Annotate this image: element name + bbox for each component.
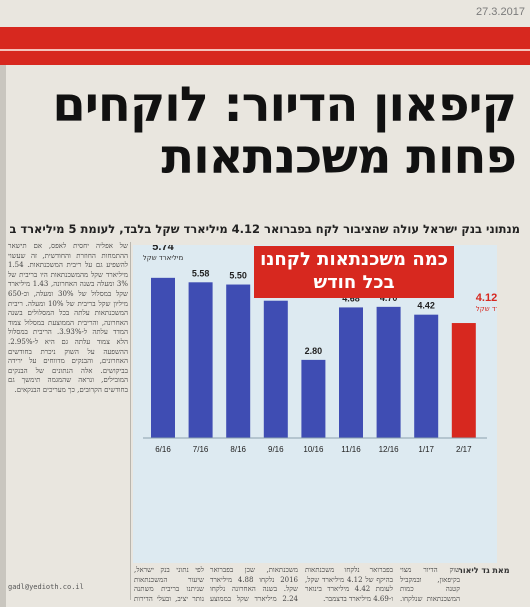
article-text-left-column: של אפליה יחסית לאפס, אם תישאר ההתמחות הח… [8, 242, 128, 394]
value-label-7/16: 5.58 [192, 268, 210, 278]
value-label-10/16: 2.80 [305, 346, 323, 356]
bar-7/16 [188, 282, 213, 438]
headline-line-1: קיפאון הדיור: לוקחים [52, 77, 517, 133]
bar-6/16 [151, 277, 175, 438]
header-stripe [0, 49, 530, 51]
author-email: gadl@yedioth.co.il [8, 583, 84, 591]
x-tick-9/16: 9/16 [268, 445, 284, 454]
article-text-col-3: משכנתאות, שכן בפברואר 2016 נלקחו 4.88 מי… [210, 566, 298, 603]
bar-12/16 [376, 306, 401, 438]
column-divider [130, 242, 131, 600]
bar-9/16 [263, 300, 288, 438]
x-tick-7/16: 7/16 [193, 445, 209, 454]
x-tick-11/16: 11/16 [341, 445, 361, 454]
x-tick-6/16: 6/16 [155, 445, 171, 454]
issue-date: 27.3.2017 [476, 6, 525, 18]
chart-title: כמה משכנתאות לקחנו בכל חודש [254, 246, 454, 298]
article-subtitle: מנתוני בנק ישראל עולה שהציבור לקח בפברוא… [10, 222, 520, 236]
article-text-col-1: שוק הדיור מצוי בקיפאון, ובמקביל קטנה כמו… [400, 566, 460, 603]
bar-8/16 [226, 284, 251, 438]
x-tick-8/16: 8/16 [230, 445, 246, 454]
bar-1/17 [414, 314, 439, 438]
value-label-6/16: 5.74 [152, 245, 174, 253]
x-tick-12/16: 12/16 [379, 445, 400, 454]
article-text-col-2: בפברואר נלקחו משכנתאות בהיקף של 4.12 מיל… [305, 566, 393, 603]
unit-label-2/17: מיליארד שקל [476, 305, 497, 313]
unit-label-6/16: מיליארד שקל [143, 254, 184, 262]
value-label-2/17: 4.12 [476, 292, 497, 304]
headline-line-2: פחות משכנתאות [161, 129, 517, 185]
header-red-band [0, 27, 530, 65]
value-label-11/16: 4.68 [342, 293, 360, 303]
bar-2/17 [451, 323, 476, 438]
bar-11/16 [339, 307, 363, 438]
x-tick-1/17: 1/17 [418, 445, 434, 454]
bar-10/16 [301, 359, 326, 438]
value-label-1/17: 4.42 [417, 301, 435, 311]
x-tick-10/16: 10/16 [303, 445, 324, 454]
article-text-col-4: לפי נתוני בנק ישראל, שיעור המשכנתאות שני… [134, 566, 204, 603]
value-label-8/16: 5.50 [229, 271, 247, 281]
x-tick-2/17: 2/17 [456, 445, 472, 454]
page-edge-shadow [0, 65, 6, 607]
article-byline: מאת גד ליאור [458, 566, 510, 575]
article-headline: קיפאון הדיור: לוקחים פחות משכנתאות [11, 77, 517, 185]
